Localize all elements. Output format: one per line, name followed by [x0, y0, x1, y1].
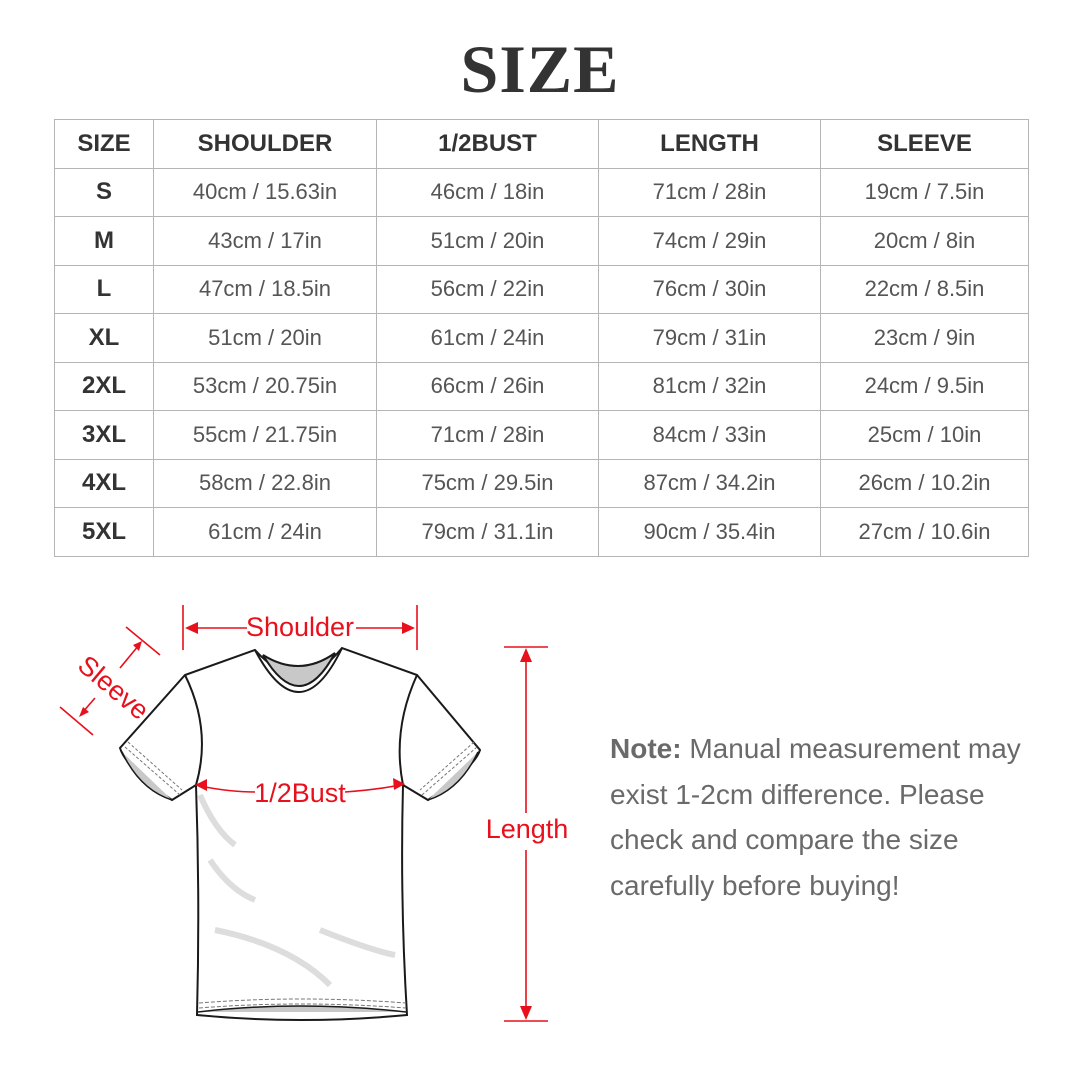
column-header: LENGTH — [598, 119, 821, 169]
size-cell: M — [54, 216, 154, 266]
table-row: M 43cm / 17in 51cm / 20in 74cm / 29in 20cm /… — [54, 216, 1029, 266]
measurement-cell: 56cm / 22in — [376, 264, 599, 314]
page-title: SIZE — [460, 31, 620, 107]
shoulder-label: Shoulder — [246, 612, 354, 642]
size-cell: 5XL — [54, 507, 154, 557]
measurement-cell: 51cm / 20in — [153, 313, 377, 363]
table-row: 5XL 61cm / 24in 79cm / 31.1in 90cm / 35.4in… — [54, 507, 1029, 557]
measurement-cell: 23cm / 9in — [820, 313, 1029, 363]
table-row: S 40cm / 15.63in 46cm / 18in 71cm / 28in 19c… — [54, 167, 1029, 217]
measurement-cell: 87cm / 34.2in — [598, 458, 821, 508]
measurement-cell: 27cm / 10.6in — [820, 507, 1029, 557]
measurement-annotations — [59, 605, 548, 1022]
measurement-cell: 43cm / 17in — [153, 216, 377, 266]
table-row: 4XL 58cm / 22.8in 75cm / 29.5in 87cm / 34.2… — [54, 458, 1029, 508]
bust-label: 1/2Bust — [254, 778, 346, 808]
table-row: 2XL 53cm / 20.75in 66cm / 26in 81cm / 32in 2… — [54, 361, 1029, 411]
measurement-cell: 61cm / 24in — [153, 507, 377, 557]
size-table: SIZE SHOULDER 1/2BUST LENGTH SLEEVE S 40cm / … — [54, 119, 1029, 557]
measurement-cell: 74cm / 29in — [598, 216, 821, 266]
size-cell: S — [54, 167, 154, 217]
size-cell: 2XL — [54, 361, 154, 411]
measurement-cell: 79cm / 31.1in — [376, 507, 599, 557]
table-row: XL 51cm / 20in 61cm / 24in 79cm / 31in 23cm … — [54, 313, 1029, 363]
measurement-cell: 40cm / 15.63in — [153, 167, 377, 217]
table-row: 3XL 55cm / 21.75in 71cm / 28in 84cm / 33in 2… — [54, 410, 1029, 460]
sleeve-label: Sleeve — [72, 650, 155, 726]
measurement-cell: 90cm / 35.4in — [598, 507, 821, 557]
note-label: Note: — [610, 733, 682, 764]
column-header: SIZE — [54, 119, 154, 169]
size-cell: L — [54, 264, 154, 314]
measurement-cell: 71cm / 28in — [376, 410, 599, 460]
column-header: SLEEVE — [820, 119, 1029, 169]
measurement-cell: 53cm / 20.75in — [153, 361, 377, 411]
measurement-note: Note: Manual measurement may exist 1-2cm… — [610, 726, 1050, 908]
tshirt-illustration — [118, 646, 482, 1021]
measurement-cell: 26cm / 10.2in — [820, 458, 1029, 508]
measurement-cell: 51cm / 20in — [376, 216, 599, 266]
measurement-cell: 46cm / 18in — [376, 167, 599, 217]
size-cell: XL — [54, 313, 154, 363]
measurement-cell: 47cm / 18.5in — [153, 264, 377, 314]
length-label: Length — [486, 814, 569, 844]
column-header: 1/2BUST — [376, 119, 599, 169]
measurement-cell: 22cm / 8.5in — [820, 264, 1029, 314]
note-text: Manual measurement may exist 1-2cm diffe… — [610, 733, 1021, 901]
measurement-cell: 61cm / 24in — [376, 313, 599, 363]
measurement-cell: 25cm / 10in — [820, 410, 1029, 460]
measurement-cell: 75cm / 29.5in — [376, 458, 599, 508]
table-row: L 47cm / 18.5in 56cm / 22in 76cm / 30in 22cm… — [54, 264, 1029, 314]
size-cell: 3XL — [54, 410, 154, 460]
measurement-cell: 19cm / 7.5in — [820, 167, 1029, 217]
measurement-cell: 24cm / 9.5in — [820, 361, 1029, 411]
measurement-cell: 20cm / 8in — [820, 216, 1029, 266]
table-header-row: SIZE SHOULDER 1/2BUST LENGTH SLEEVE — [54, 119, 1029, 169]
measurement-cell: 84cm / 33in — [598, 410, 821, 460]
measurement-cell: 58cm / 22.8in — [153, 458, 377, 508]
